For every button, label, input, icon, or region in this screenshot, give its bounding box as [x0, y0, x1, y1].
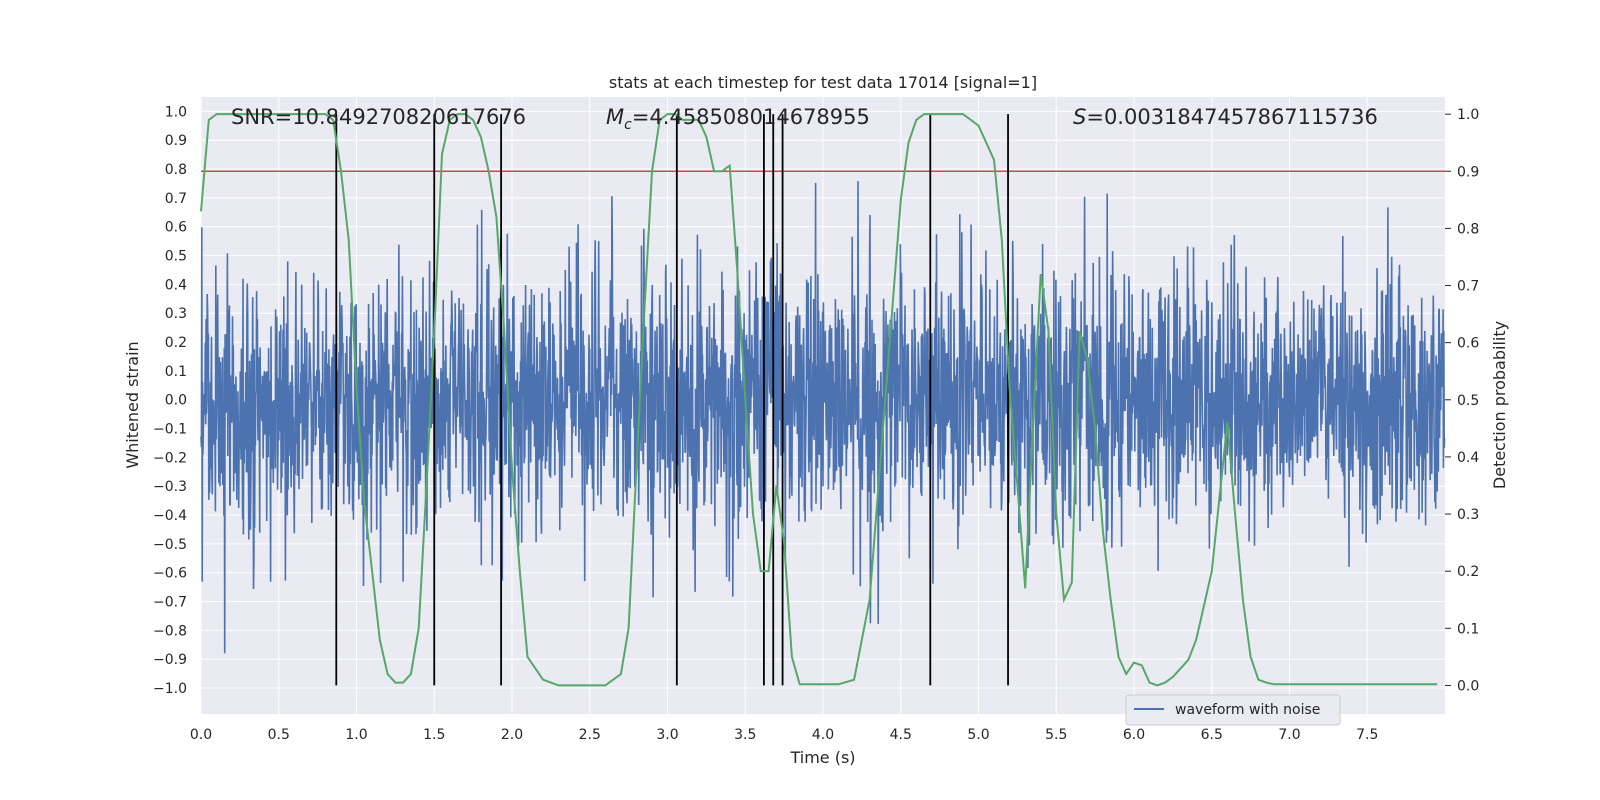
y-right-tick-label-7: 0.3: [1457, 507, 1479, 523]
x-tick-label-8: 4.0: [812, 727, 834, 743]
y-right-tick-label-6: 0.4: [1457, 450, 1479, 466]
y-left-tick-label-6: 0.4: [165, 277, 187, 293]
y-left-tick-label-10: 0.0: [165, 393, 187, 409]
legend-box: [1125, 694, 1341, 726]
x-tick-label-5: 2.5: [579, 727, 601, 743]
y-right-tick-label-4: 0.6: [1457, 336, 1479, 352]
s-annotation: S=0.0031847457867115736: [1073, 105, 1378, 129]
x-tick-label-3: 1.5: [423, 727, 445, 743]
x-axis-ticks: 0.0 0.5 1.0 1.5 2.0 2.5 3.0 3.5 4.0 4.5 5.0 5.5 6.0 6…: [190, 727, 1379, 743]
y-left-tick-label-7: 0.3: [165, 306, 187, 322]
y-left-tick-label-4: 0.6: [165, 220, 187, 236]
waveform-series: [200, 181, 1446, 654]
y-left-tick-label-13: −0.3: [153, 479, 187, 495]
y-left-tick-label-19: −0.9: [153, 652, 187, 668]
chart-title: stats at each timestep for test data 170…: [609, 73, 1037, 92]
y-left-axis-label: Whitened strain: [123, 341, 142, 468]
y-left-tick-label-8: 0.2: [165, 335, 187, 351]
y-left-tick-label-15: −0.5: [153, 537, 187, 553]
y-right-tick-label-10: 0.0: [1457, 678, 1479, 694]
x-tick-label-0: 0.0: [190, 727, 212, 743]
y-right-tick-label-9: 0.1: [1457, 621, 1479, 637]
y-right-tick-label-5: 0.5: [1457, 393, 1479, 409]
snr-annotation: SNR=10.849270820617676: [231, 105, 526, 129]
s-value: =0.0031847457867115736: [1086, 105, 1378, 129]
x-tick-label-15: 7.5: [1356, 727, 1378, 743]
mc-value: =4.458508014678955: [632, 105, 870, 129]
x-tick-label-4: 2.0: [501, 727, 523, 743]
legend: waveform with noise: [1125, 694, 1341, 726]
y-left-tick-label-2: 0.8: [165, 162, 187, 178]
y-right-axis-ticks: 1.0 0.9 0.8 0.7 0.6 0.5 0.4 0.3 0.2 0.1 0.0: [1445, 107, 1479, 694]
y-left-tick-label-18: −0.8: [153, 623, 187, 639]
y-left-tick-label-12: −0.2: [153, 450, 187, 466]
x-tick-label-7: 3.5: [734, 727, 756, 743]
x-tick-label-12: 6.0: [1123, 727, 1145, 743]
legend-label: waveform with noise: [1175, 702, 1320, 718]
y-left-tick-label-5: 0.5: [165, 249, 187, 265]
mc-annotation: Mc=4.458508014678955: [606, 105, 870, 133]
y-right-tick-label-3: 0.7: [1457, 279, 1479, 295]
s-symbol: S: [1073, 105, 1086, 129]
y-right-tick-label-2: 0.8: [1457, 221, 1479, 237]
y-right-tick-label-1: 0.9: [1457, 164, 1479, 180]
y-left-tick-label-11: −0.1: [153, 422, 187, 438]
vertical-lines: [335, 114, 1009, 686]
x-tick-label-14: 7.0: [1278, 727, 1300, 743]
y-left-tick-label-1: 0.9: [165, 133, 187, 149]
x-tick-label-10: 5.0: [967, 727, 989, 743]
y-right-axis-label: Detection probability: [1490, 321, 1509, 489]
probability-line: [200, 113, 1438, 687]
y-left-axis-ticks: 1.0 0.9 0.8 0.7 0.6 0.5 0.4 0.3 0.2 0.1 0.0 −0.1 −0.…: [153, 104, 187, 697]
x-tick-label-6: 3.0: [656, 727, 678, 743]
x-tick-label-11: 5.5: [1045, 727, 1067, 743]
mc-subscript: c: [624, 117, 632, 133]
y-left-tick-label-3: 0.7: [165, 191, 187, 207]
x-axis-label: Time (s): [789, 748, 855, 767]
mc-symbol: M: [606, 105, 624, 129]
x-tick-label-1: 0.5: [268, 727, 290, 743]
y-right-tick-label-8: 0.2: [1457, 564, 1479, 580]
x-tick-label-2: 1.0: [345, 727, 367, 743]
y-left-tick-label-16: −0.6: [153, 566, 187, 582]
x-tick-label-13: 6.5: [1201, 727, 1223, 743]
probability-series: [200, 113, 1438, 687]
y-left-tick-label-14: −0.4: [153, 508, 187, 524]
y-right-tick-label-0: 1.0: [1457, 107, 1479, 123]
x-tick-label-9: 4.5: [890, 727, 912, 743]
y-left-tick-label-0: 1.0: [165, 104, 187, 120]
y-left-tick-label-20: −1.0: [153, 681, 187, 697]
y-left-tick-label-9: 0.1: [165, 364, 187, 380]
waveform-line: [200, 181, 1446, 654]
y-left-tick-label-17: −0.7: [153, 595, 187, 611]
